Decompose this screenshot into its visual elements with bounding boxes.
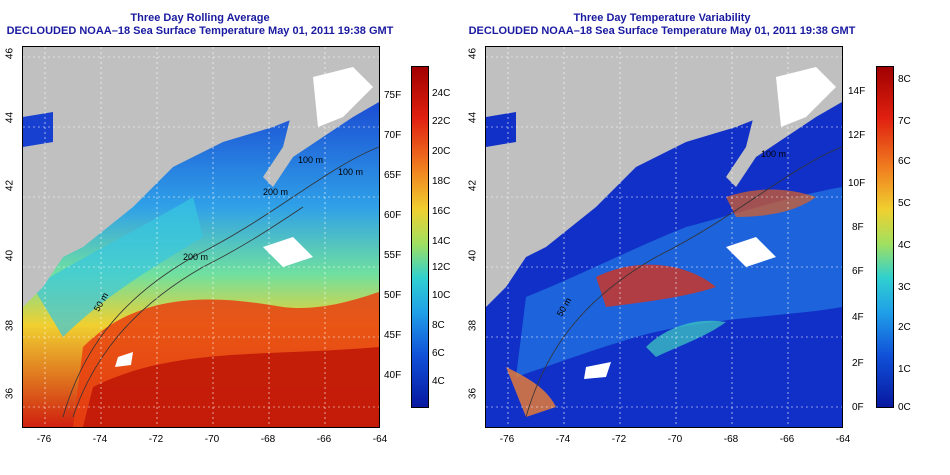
left-cb-c-8: 8C — [432, 320, 445, 331]
right-lon-64: -64 — [835, 434, 851, 445]
right-cloud-2 — [726, 237, 776, 267]
left-title: Three Day Rolling Average DECLOUDED NOAA… — [0, 12, 420, 38]
right-title-line2: DECLOUDED NOAA–18 Sea Surface Temperatur… — [468, 25, 856, 37]
left-lat-38: 38 — [4, 319, 16, 332]
left-cb-c-6: 6C — [432, 348, 445, 359]
left-contour-label-1: 100 m — [298, 155, 324, 165]
left-cb-c-24: 24C — [432, 88, 451, 99]
right-land-us — [486, 47, 726, 307]
left-cb-f-60: 60F — [384, 210, 402, 221]
left-cb-f-45: 45F — [384, 330, 402, 341]
left-title-line1: Three Day Rolling Average — [130, 12, 270, 24]
right-lon-66: -66 — [779, 434, 795, 445]
left-cb-f-75: 75F — [384, 90, 402, 101]
right-cb-c-6: 6C — [898, 156, 911, 167]
right-cloud-3 — [584, 362, 611, 379]
left-cb-f-65: 65F — [384, 170, 402, 181]
left-cb-c-12: 12C — [432, 262, 451, 273]
left-cloud-2 — [263, 237, 313, 267]
right-lat-46: 46 — [467, 47, 479, 60]
left-cb-c-4: 4C — [432, 376, 445, 387]
right-title: Three Day Temperature Variability DECLOU… — [442, 12, 882, 38]
left-cb-c-18: 18C — [432, 176, 451, 187]
left-lat-40: 40 — [4, 249, 16, 262]
right-contour-label-1: 100 m — [761, 149, 787, 159]
right-hot-front-1 — [596, 264, 716, 307]
right-cb-c-0: 0C — [898, 402, 911, 413]
left-lon-68: -68 — [260, 434, 276, 445]
left-cb-f-50: 50F — [384, 290, 402, 301]
right-cb-f-14: 14F — [848, 86, 866, 97]
right-cb-c-4: 4C — [898, 240, 911, 251]
right-mid-front — [646, 320, 726, 357]
left-cb-f-55: 55F — [384, 250, 402, 261]
right-lat-44: 44 — [467, 111, 479, 124]
left-lon-76: -76 — [36, 434, 52, 445]
left-land-us — [23, 47, 263, 307]
right-lon-72: -72 — [611, 434, 627, 445]
right-cb-f-4: 4F — [852, 312, 864, 323]
left-contour-2 — [72, 206, 304, 418]
right-cloud-1 — [776, 67, 836, 127]
right-contour-1 — [525, 146, 842, 418]
left-colorbar — [411, 66, 429, 408]
right-hot-front-2 — [726, 189, 816, 217]
right-lon-74: -74 — [555, 434, 571, 445]
left-contour-label-5: 100 m — [338, 167, 364, 177]
left-lat-36: 36 — [4, 387, 16, 400]
right-lat-38: 38 — [467, 319, 479, 332]
left-cb-c-14: 14C — [432, 236, 451, 247]
left-cb-c-20: 20C — [432, 146, 451, 157]
right-lon-68: -68 — [723, 434, 739, 445]
right-cb-f-0: 0F — [852, 402, 864, 413]
right-lat-36: 36 — [467, 387, 479, 400]
left-cloud-1 — [313, 67, 373, 127]
left-lat-42: 42 — [4, 179, 16, 192]
right-cb-c-8: 8C — [898, 74, 911, 85]
right-hot-front-3 — [506, 367, 556, 417]
left-cloud-3 — [115, 352, 133, 367]
right-cb-c-7: 7C — [898, 116, 911, 127]
left-cold-patch — [23, 112, 53, 147]
left-cb-f-70: 70F — [384, 130, 402, 141]
left-lon-70: -70 — [204, 434, 220, 445]
right-cb-c-1: 1C — [898, 364, 911, 375]
left-lon-64: -64 — [372, 434, 388, 445]
right-cb-c-3: 3C — [898, 282, 911, 293]
right-lat-40: 40 — [467, 249, 479, 262]
right-cb-f-12: 12F — [848, 130, 866, 141]
right-grid — [486, 47, 842, 427]
left-lon-66: -66 — [316, 434, 332, 445]
right-cb-f-10: 10F — [848, 178, 866, 189]
right-cb-f-6: 6F — [852, 266, 864, 277]
right-cb-f-8: 8F — [852, 222, 864, 233]
left-title-line2: DECLOUDED NOAA–18 Sea Surface Temperatur… — [6, 25, 394, 37]
right-cb-f-2: 2F — [852, 358, 864, 369]
right-cb-c-2: 2C — [898, 322, 911, 333]
right-lon-70: -70 — [667, 434, 683, 445]
left-lon-72: -72 — [148, 434, 164, 445]
left-cb-f-40: 40F — [384, 370, 402, 381]
left-map: 100 m 200 m 200 m 50 m 100 m — [22, 46, 380, 428]
right-lon-76: -76 — [499, 434, 515, 445]
left-lon-74: -74 — [92, 434, 108, 445]
left-contour-1 — [62, 146, 379, 418]
left-grid — [23, 47, 379, 427]
left-lat-46: 46 — [4, 47, 16, 60]
right-title-line1: Three Day Temperature Variability — [573, 12, 751, 24]
left-cb-c-22: 22C — [432, 116, 451, 127]
left-contour-label-2: 200 m — [263, 187, 289, 197]
right-cb-c-5: 5C — [898, 198, 911, 209]
left-cb-c-10: 10C — [432, 290, 451, 301]
left-cb-c-16: 16C — [432, 206, 451, 217]
left-lat-44: 44 — [4, 111, 16, 124]
right-map: 100 m 50 m — [485, 46, 843, 428]
right-map-svg — [486, 47, 842, 427]
right-cold-patch — [486, 112, 516, 147]
left-contour-label-3: 200 m — [183, 252, 209, 262]
left-map-svg — [23, 47, 379, 427]
right-colorbar — [876, 66, 894, 408]
right-lat-42: 42 — [467, 179, 479, 192]
